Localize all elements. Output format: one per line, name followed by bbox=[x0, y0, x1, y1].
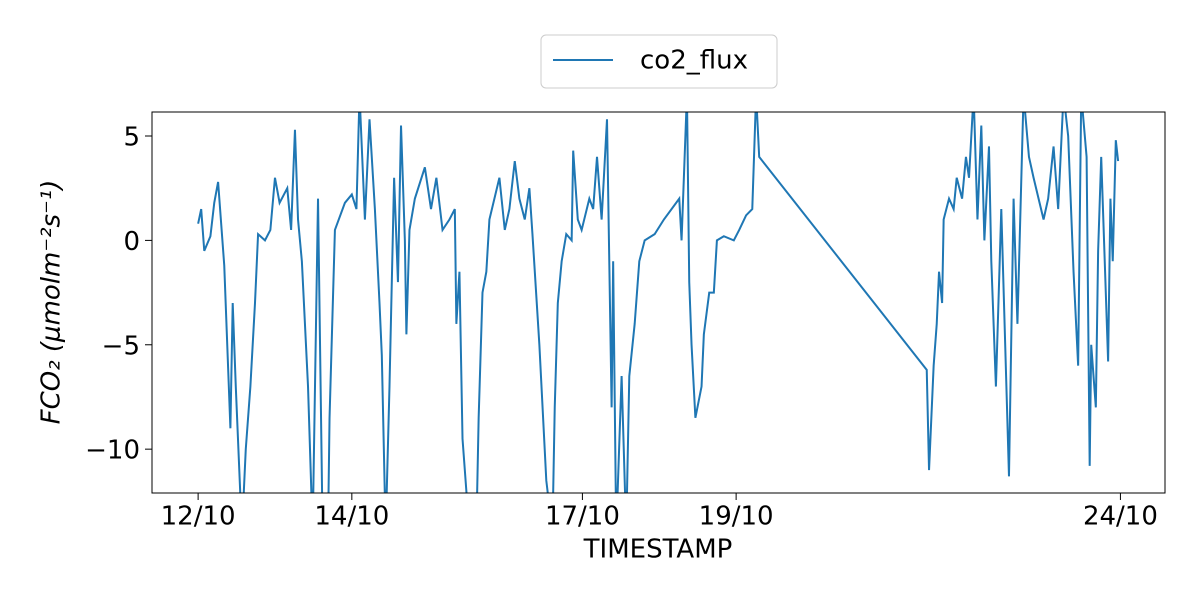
x-tick-label: 14/10 bbox=[314, 502, 389, 532]
y-tick-label: −10 bbox=[85, 436, 140, 466]
data-line bbox=[197, 112, 1120, 493]
x-tick-label: 19/10 bbox=[699, 502, 774, 532]
x-tick-label: 24/10 bbox=[1083, 502, 1158, 532]
x-tick-label: 12/10 bbox=[161, 502, 236, 532]
plot-frame bbox=[151, 111, 1166, 494]
legend-box bbox=[540, 34, 778, 89]
y-tick-label: 5 bbox=[123, 123, 140, 153]
y-tick-label: 0 bbox=[123, 227, 140, 257]
legend-label: co2_flux bbox=[640, 46, 748, 76]
x-axis-label: TIMESTAMP bbox=[583, 535, 733, 565]
x-tick-label: 17/10 bbox=[545, 502, 620, 532]
y-axis-label: FCO₂ (μmolm⁻²s⁻¹) bbox=[37, 180, 67, 425]
y-tick-label: −5 bbox=[102, 331, 140, 361]
